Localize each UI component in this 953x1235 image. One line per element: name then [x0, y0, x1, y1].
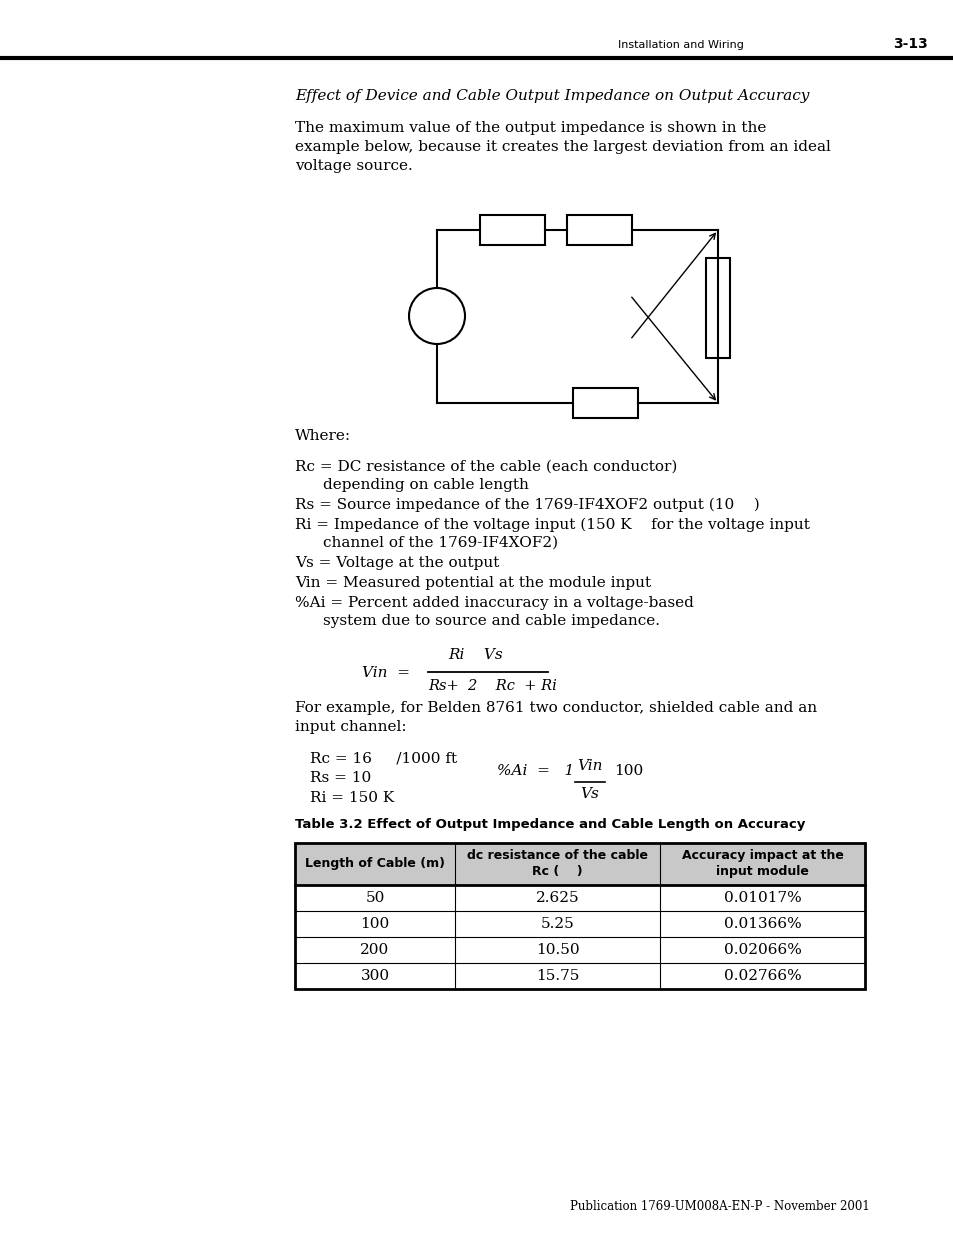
Text: 2.625: 2.625	[536, 890, 578, 905]
Bar	[294, 844, 864, 989]
Text: Vs = Voltage at the output: Vs = Voltage at the output	[294, 556, 498, 571]
Text: 5.25: 5.25	[540, 918, 574, 931]
Text: 50: 50	[365, 890, 384, 905]
Text: Ri = Impedance of the voltage input (150 K    for the voltage input: Ri = Impedance of the voltage input (150…	[294, 517, 809, 532]
Text: Vs: Vs	[579, 787, 598, 802]
Text: 0.02066%: 0.02066%	[722, 944, 801, 957]
Text: 200: 200	[360, 944, 389, 957]
Text: Installation and Wiring: Installation and Wiring	[618, 40, 743, 49]
Text: Ri = 150 K: Ri = 150 K	[310, 790, 394, 805]
Text: Rc = 16     /1000 ft: Rc = 16 /1000 ft	[310, 751, 456, 764]
Text: example below, because it creates the largest deviation from an ideal: example below, because it creates the la…	[294, 140, 830, 154]
Text: Rc (    ): Rc ( )	[532, 864, 582, 878]
Bar	[573, 388, 638, 417]
Text: Vin = Measured potential at the module input: Vin = Measured potential at the module i…	[294, 576, 651, 590]
Text: Rs+  2    Rc  + Ri: Rs+ 2 Rc + Ri	[428, 679, 557, 693]
Text: Rs = 10: Rs = 10	[310, 771, 371, 785]
Text: Accuracy impact at the: Accuracy impact at the	[680, 848, 842, 862]
Text: 300: 300	[360, 969, 389, 983]
Text: Length of Cable (m): Length of Cable (m)	[305, 857, 444, 869]
Text: Publication 1769-UM008A-EN-P - November 2001: Publication 1769-UM008A-EN-P - November …	[570, 1200, 869, 1213]
Text: system due to source and cable impedance.: system due to source and cable impedance…	[323, 614, 659, 629]
Text: %Ai = Percent added inaccuracy in a voltage-based: %Ai = Percent added inaccuracy in a volt…	[294, 597, 693, 610]
Text: Ri    Vs: Ri Vs	[448, 648, 502, 662]
Text: %Ai  =   1: %Ai = 1	[497, 764, 574, 778]
Text: 100: 100	[614, 764, 642, 778]
Text: 0.01366%: 0.01366%	[723, 918, 801, 931]
Text: 100: 100	[360, 918, 389, 931]
Text: Effect of Device and Cable Output Impedance on Output Accuracy: Effect of Device and Cable Output Impeda…	[294, 89, 808, 103]
Text: Rs = Source impedance of the 1769-IF4XOF2 output (10    ): Rs = Source impedance of the 1769-IF4XOF…	[294, 498, 759, 513]
Text: channel of the 1769-IF4XOF2): channel of the 1769-IF4XOF2)	[323, 536, 558, 550]
Text: depending on cable length: depending on cable length	[323, 478, 528, 492]
Text: voltage source.: voltage source.	[294, 159, 413, 173]
Bar	[566, 215, 631, 245]
Text: Vin  =: Vin =	[361, 666, 410, 680]
Bar	[294, 844, 864, 885]
Text: Vin: Vin	[577, 760, 602, 773]
Text: The maximum value of the output impedance is shown in the: The maximum value of the output impedanc…	[294, 121, 765, 135]
Bar	[705, 258, 729, 358]
Text: 0.02766%: 0.02766%	[723, 969, 801, 983]
Text: Where:: Where:	[294, 429, 351, 443]
Bar	[479, 215, 544, 245]
Text: input module: input module	[716, 864, 808, 878]
Text: For example, for Belden 8761 two conductor, shielded cable and an: For example, for Belden 8761 two conduct…	[294, 701, 817, 715]
Text: dc resistance of the cable: dc resistance of the cable	[467, 848, 647, 862]
Text: 3-13: 3-13	[892, 37, 926, 51]
Text: 15.75: 15.75	[536, 969, 578, 983]
Text: Rc = DC resistance of the cable (each conductor): Rc = DC resistance of the cable (each co…	[294, 459, 677, 474]
Text: 0.01017%: 0.01017%	[723, 890, 801, 905]
Text: input channel:: input channel:	[294, 720, 406, 734]
Text: Table 3.2 Effect of Output Impedance and Cable Length on Accuracy: Table 3.2 Effect of Output Impedance and…	[294, 818, 804, 831]
Text: 10.50: 10.50	[536, 944, 578, 957]
